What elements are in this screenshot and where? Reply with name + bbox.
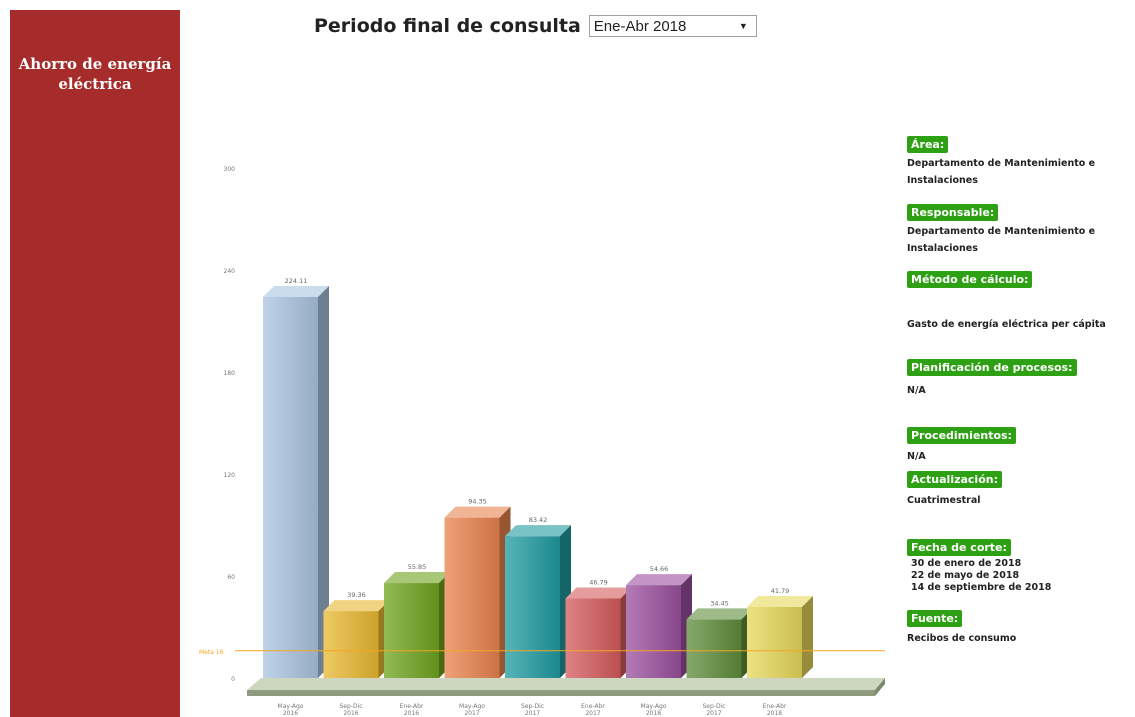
data-label: 94.35 (468, 498, 487, 506)
area-value: Departamento de Mantenimiento e Instalac… (907, 158, 1096, 186)
bar-top (626, 574, 692, 586)
bar (263, 286, 329, 678)
planificacion-value: N/A (907, 385, 926, 396)
chevron-down-icon: ▼ (738, 21, 748, 31)
x-tick-label: May-Ago 2016 (278, 703, 304, 717)
x-tick-label: Sep-Dic 2017 (521, 703, 544, 717)
responsable-label: Responsable: (907, 204, 999, 221)
bar-top (263, 286, 329, 298)
sidebar: Ahorro de energía eléctrica (10, 10, 180, 717)
x-tick-label: Sep-Dic 2017 (702, 703, 725, 717)
y-tick-label: 180 (224, 370, 236, 377)
bar (384, 572, 450, 678)
actualizacion-value: Cuatrimestral (907, 495, 981, 506)
data-label: 55.85 (408, 563, 427, 571)
bar-front (323, 611, 379, 678)
x-tick-label: Ene-Abr 2017 (581, 703, 605, 717)
y-tick-label: 300 (224, 166, 236, 173)
bar (444, 506, 511, 678)
x-tick-label: Ene-Abr 2018 (763, 703, 787, 717)
data-label: 46.79 (589, 578, 608, 586)
data-label: 83.42 (529, 516, 548, 524)
bar-chart: 0 60 120 180 240 300 224.11 May-Ago 2016 39.36 Sep… (199, 166, 885, 717)
chart-floor-front (247, 690, 875, 696)
period-selected-value: Ene-Abr 2018 (593, 17, 687, 35)
bar-front (444, 517, 500, 678)
period-label: Periodo final de consulta (314, 15, 581, 37)
fecha-label: Fecha de corte: (907, 539, 1011, 556)
bar-front (384, 583, 439, 678)
fuente-label: Fuente: (907, 610, 963, 627)
data-label: 224.11 (285, 277, 308, 285)
bar-top (323, 600, 390, 612)
planificacion-label: Planificación de procesos: (907, 359, 1077, 376)
x-tick-label: May-Ago 2017 (459, 703, 485, 717)
fecha-value: 30 de enero de 2018 (911, 558, 1022, 569)
fecha-value: 14 de septiembre de 2018 (911, 582, 1052, 593)
bar (565, 587, 632, 678)
procedimientos-value: N/A (907, 451, 926, 462)
bar-top (565, 587, 632, 599)
bar-front (505, 536, 560, 678)
bar (747, 595, 813, 678)
x-tick-label: Sep-Dic 2016 (339, 703, 362, 717)
bar-top (384, 572, 450, 584)
y-tick-label: 120 (224, 472, 236, 479)
y-tick-label: 240 (224, 268, 236, 275)
period-dropdown[interactable]: Ene-Abr 2018 ▼ (588, 15, 757, 37)
actualizacion-label: Actualización: (907, 471, 1002, 488)
bar-top (444, 506, 511, 518)
bar-top (686, 608, 753, 620)
procedimientos-label: Procedimientos: (907, 427, 1016, 444)
fecha-value: 22 de mayo de 2018 (911, 570, 1020, 581)
period-selector: Periodo final de consulta Ene-Abr 2018 ▼ (314, 12, 757, 40)
bar-front (686, 619, 742, 678)
y-tick-label: 60 (227, 574, 235, 581)
data-label: 34.45 (710, 599, 729, 607)
chart-floor-side (875, 678, 885, 696)
bar (686, 608, 753, 678)
x-tick-label: May-Ago 2018 (641, 703, 667, 717)
bar-top (505, 525, 571, 537)
bar-front (626, 585, 681, 678)
bar (626, 574, 692, 678)
bar (323, 600, 390, 678)
bar-side (802, 595, 813, 678)
x-tick-label: Ene-Abr 2016 (400, 703, 424, 717)
metodo-label: Método de cálculo: (907, 271, 1033, 288)
bar-side (318, 286, 329, 678)
bar-front (565, 598, 621, 678)
bar (505, 525, 571, 678)
chart-floor-top (247, 678, 885, 690)
responsable-value: Departamento de Mantenimiento e Instalac… (907, 226, 1096, 254)
y-tick-label: 0 (231, 676, 235, 683)
sidebar-title: Ahorro de energía eléctrica (18, 55, 172, 93)
fecha-values: 30 de enero de 2018 22 de mayo de 2018 1… (907, 558, 1051, 594)
data-label: 54.66 (650, 565, 669, 573)
bar-front (747, 606, 802, 678)
area-label: Área: (907, 136, 949, 153)
bar-front (263, 297, 318, 678)
metodo-value: Gasto de energía eléctrica per cápita (907, 319, 1106, 330)
data-label: 39.36 (347, 591, 366, 599)
bar-top (747, 595, 813, 607)
reference-line-label: Meta 16 (199, 649, 224, 656)
data-label: 41.79 (771, 587, 790, 595)
fuente-value: Recibos de consumo (907, 633, 1017, 644)
